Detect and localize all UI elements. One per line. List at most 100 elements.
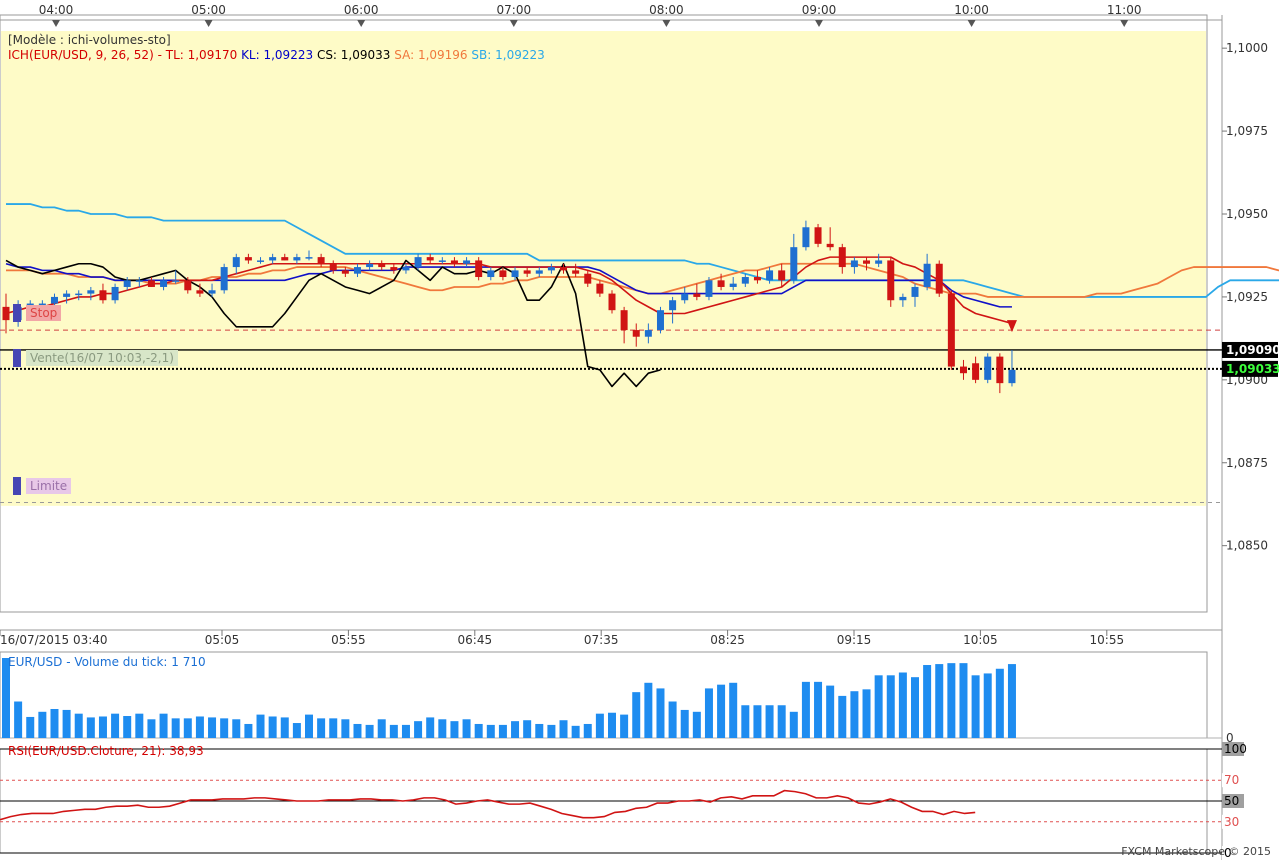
volume-bar	[656, 688, 665, 738]
volume-bar	[814, 681, 823, 738]
candle-body	[838, 247, 846, 268]
sell-order-tag[interactable]: Vente(16/07 10:03,-2,1)	[26, 350, 178, 366]
candle-body	[729, 283, 737, 287]
volume-bar	[474, 723, 483, 738]
limit-order-handle[interactable]	[13, 477, 21, 495]
sa-value-label: SA: 1,09196	[394, 48, 468, 62]
top-time-label: 09:00	[802, 3, 837, 17]
volume-bar	[874, 675, 883, 738]
candle-body	[814, 227, 822, 244]
time-marker-icon	[662, 20, 671, 27]
volume-bar	[1007, 664, 1016, 738]
volume-bar	[911, 677, 919, 738]
candle-body	[463, 260, 471, 264]
time-marker-icon	[815, 20, 823, 27]
candle-body	[972, 363, 980, 380]
candle-body	[378, 263, 386, 268]
volume-bar	[62, 709, 71, 738]
current-price-badge-bg	[1222, 341, 1278, 358]
rsi-tick-label: 50	[1224, 794, 1239, 808]
top-time-label: 05:00	[191, 3, 226, 17]
volume-bar	[147, 719, 156, 738]
bottom-time-label: 06:45	[458, 633, 493, 647]
top-time-label: 11:00	[1107, 3, 1142, 17]
stop-order-handle[interactable]	[13, 304, 21, 322]
volume-bar	[826, 685, 835, 738]
candle-body	[269, 257, 277, 261]
volume-bar	[305, 714, 313, 738]
volume-bar	[559, 720, 568, 738]
volume-bar	[171, 718, 180, 738]
volume-bar	[935, 664, 944, 738]
volume-bar	[26, 716, 35, 738]
candle-body	[875, 260, 883, 264]
kl-value-label: KL: 1,09223	[241, 48, 314, 62]
rsi-tick-bg	[1222, 794, 1244, 808]
top-time-label: 08:00	[649, 3, 684, 17]
volume-bar	[850, 691, 859, 738]
candle-body	[850, 260, 858, 268]
volume-bar	[50, 708, 59, 738]
candle-body	[717, 280, 725, 287]
volume-bar	[159, 713, 168, 738]
volume-bar	[620, 714, 629, 738]
candle-body	[535, 270, 543, 274]
volume-bar	[983, 673, 992, 738]
stop-order-tag[interactable]: Stop	[26, 305, 62, 321]
volume-bar	[256, 714, 265, 738]
candle-body	[778, 270, 786, 281]
rsi-tick-label: 100	[1224, 742, 1247, 756]
candle-body	[135, 280, 143, 282]
price-band-background	[1, 31, 1206, 506]
candle-body	[572, 270, 580, 274]
time-marker-icon	[204, 20, 213, 27]
candle-body	[669, 300, 677, 311]
rsi-line	[0, 789, 976, 821]
volume-bar	[329, 718, 338, 738]
candle-body	[475, 260, 483, 278]
candle-body	[196, 290, 204, 294]
volume-bar	[86, 717, 95, 738]
volume-bar	[401, 724, 410, 738]
top-time-label: 04:00	[39, 3, 74, 17]
volume-bar	[341, 719, 350, 738]
rsi-legend: RSI(EUR/USD.Cloture, 21): 38,93	[8, 744, 204, 758]
volume-bar	[438, 719, 447, 738]
volume-bar	[111, 713, 120, 738]
volume-bar	[353, 723, 362, 738]
volume-bar	[98, 716, 107, 738]
volume-bar	[523, 720, 532, 738]
volume-bar	[547, 724, 556, 738]
candle-body	[511, 270, 519, 278]
volume-bar	[801, 681, 810, 738]
volume-bar	[838, 695, 847, 738]
volume-bar	[680, 709, 689, 738]
volume-bar	[365, 724, 374, 738]
candle-body	[693, 293, 701, 297]
candle-body	[244, 257, 252, 261]
close-price-badge: 1,09033	[1226, 362, 1279, 376]
price-tick-label: 1,0975	[1226, 124, 1268, 138]
limit-order-tag[interactable]: Limite	[26, 478, 72, 494]
volume-bar	[450, 721, 459, 738]
candle-body	[208, 290, 216, 294]
volume-bar	[511, 721, 520, 738]
sell-order-handle[interactable]	[13, 349, 21, 367]
volume-bar	[595, 713, 604, 738]
volume-bar	[959, 663, 968, 738]
candle-body	[984, 356, 992, 380]
volume-bar	[668, 701, 677, 738]
candle-body	[596, 283, 604, 294]
volume-bar	[898, 672, 907, 738]
candle-body	[172, 280, 180, 282]
candle-body	[560, 267, 568, 271]
candle-body	[741, 277, 749, 284]
candle-body	[887, 260, 895, 301]
candle-body	[390, 267, 398, 271]
volume-bar	[317, 718, 326, 738]
bottom-time-label: 05:05	[205, 633, 240, 647]
volume-bar	[123, 716, 132, 738]
cs-value-label: CS: 1,09033	[316, 48, 391, 62]
candle-body	[705, 280, 713, 297]
